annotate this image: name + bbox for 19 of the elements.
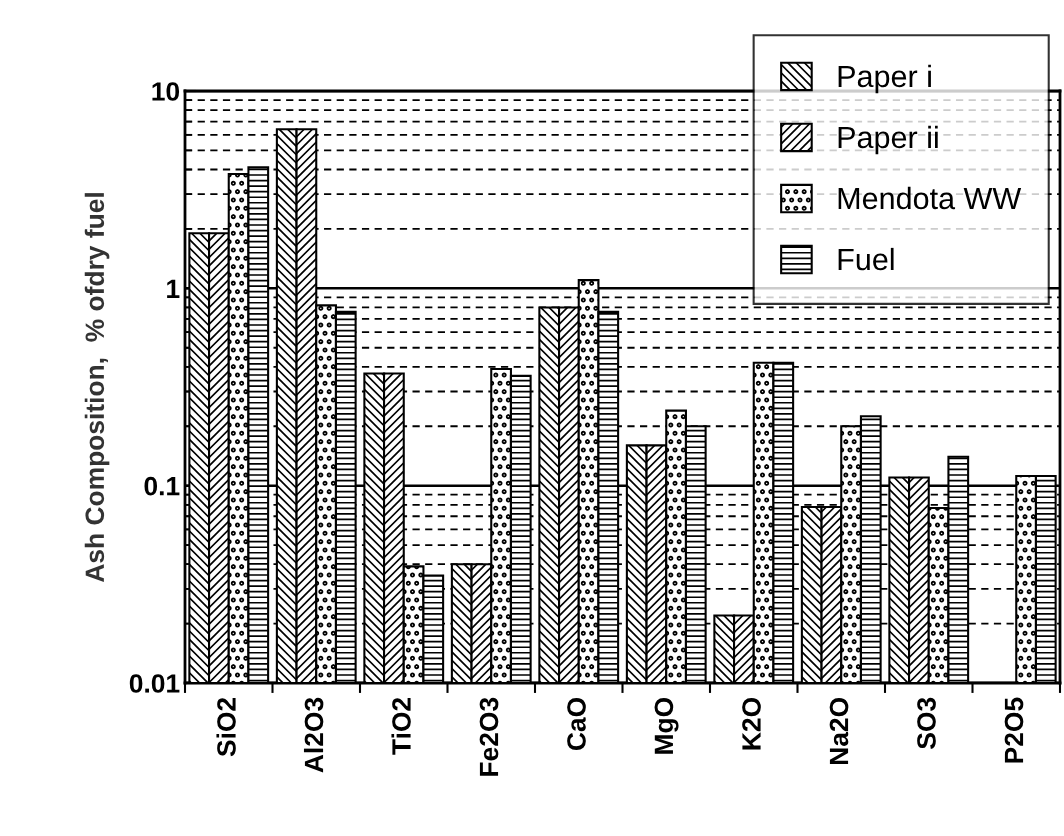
x-tick-label: K2O [742, 698, 761, 750]
x-tick-label: SO3 [917, 697, 936, 749]
x-tick-label: Na2O [829, 698, 849, 765]
x-tick-label: MgO [654, 698, 679, 754]
legend-label: Mendota WW [838, 186, 1022, 210]
y-tick-label: 0.01 [129, 674, 180, 693]
x-tick-label: TiO2 [391, 697, 411, 755]
y-axis-title: Ash Composition, % ofdry fuel [84, 193, 110, 583]
x-tick-label: CaO [567, 698, 586, 751]
x-tick-label: P2O5 [1004, 697, 1024, 763]
x-tick-label: SiO2 [216, 697, 236, 757]
y-tick-label: 1 [167, 279, 180, 298]
legend-label: Fuel [838, 247, 894, 271]
y-tick-label: 0.1 [144, 476, 180, 496]
legend-label: Paper ii [838, 125, 938, 155]
x-tick-label: Al2O3 [303, 697, 324, 773]
x-tick-label: Fe2O3 [479, 697, 499, 776]
y-tick-label: 10 [152, 82, 180, 101]
legend-label: Paper i [838, 64, 931, 94]
